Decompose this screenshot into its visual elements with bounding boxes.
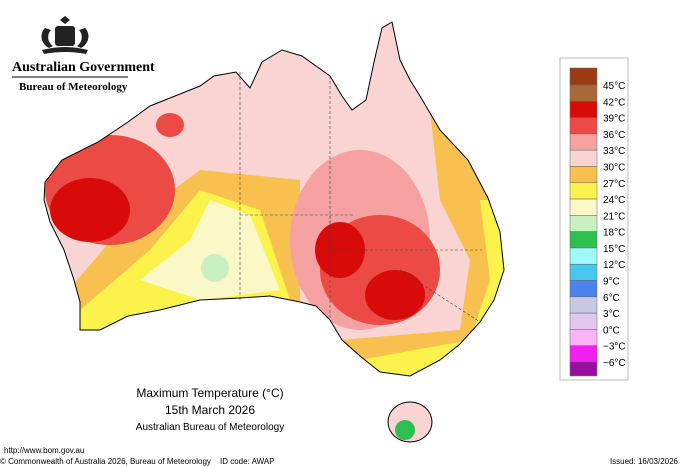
map-title: Maximum Temperature (°C)	[136, 386, 283, 400]
legend-label: 33°C	[603, 146, 625, 157]
legend-swatch	[569, 361, 598, 377]
legend-swatch	[569, 345, 598, 363]
footer-copyright: © Commonwealth of Australia 2026, Bureau…	[0, 457, 211, 466]
legend-label: −6°C	[603, 358, 626, 369]
legend-label: 12°C	[603, 260, 625, 271]
legend-swatch	[569, 67, 598, 86]
legend-swatch	[569, 280, 598, 298]
legend-swatch	[569, 247, 598, 265]
legend-swatch	[569, 296, 598, 314]
map-date: 15th March 2026	[165, 403, 255, 417]
legend-label: 18°C	[603, 228, 625, 239]
legend-label: 15°C	[603, 244, 625, 255]
legend-label: 27°C	[603, 179, 625, 190]
legend-label: 9°C	[603, 277, 620, 288]
crest	[41, 16, 89, 54]
tasmania-coast	[387, 401, 433, 443]
legend-swatch	[569, 101, 598, 118]
legend-label: 39°C	[603, 114, 625, 125]
footer-url: http://www.bom.gov.au	[4, 446, 84, 455]
legend-swatch	[569, 117, 598, 135]
legend-label: 30°C	[603, 162, 625, 173]
legend-swatch	[569, 166, 598, 184]
legend-swatch	[569, 84, 598, 102]
legend-label: 24°C	[603, 195, 625, 206]
legend-label: 45°C	[603, 81, 625, 92]
legend-label: 42°C	[603, 97, 625, 108]
state-borders	[239, 72, 482, 323]
government-name: Australian Government	[12, 60, 155, 75]
footer-id-code: ID code: AWAP	[220, 457, 275, 466]
map-agency: Australian Bureau of Meteorology	[136, 422, 284, 433]
legend-swatch	[569, 215, 598, 232]
legend-swatch	[569, 231, 598, 249]
legend-swatch	[569, 133, 598, 151]
legend-swatch	[569, 312, 598, 330]
legend-swatch	[569, 149, 598, 167]
legend-label: 36°C	[603, 130, 625, 141]
legend-swatch	[569, 182, 598, 200]
legend-swatch	[569, 329, 598, 346]
legend-swatch	[569, 198, 598, 216]
legend-label: −3°C	[603, 342, 626, 353]
bureau-name: Bureau of Meteorology	[19, 81, 128, 93]
legend: 45°C 42°C 39°C 36°C 33°C 30°C 27°C 24°C 21°C 18°C…	[569, 67, 626, 377]
legend-label: 21°C	[603, 211, 625, 222]
legend-swatch	[569, 263, 598, 281]
legend-label: 6°C	[603, 293, 620, 304]
legend-label: 0°C	[603, 325, 620, 336]
footer-issued: Issued: 16/03/2026	[610, 457, 679, 466]
legend-label: 3°C	[603, 309, 620, 320]
